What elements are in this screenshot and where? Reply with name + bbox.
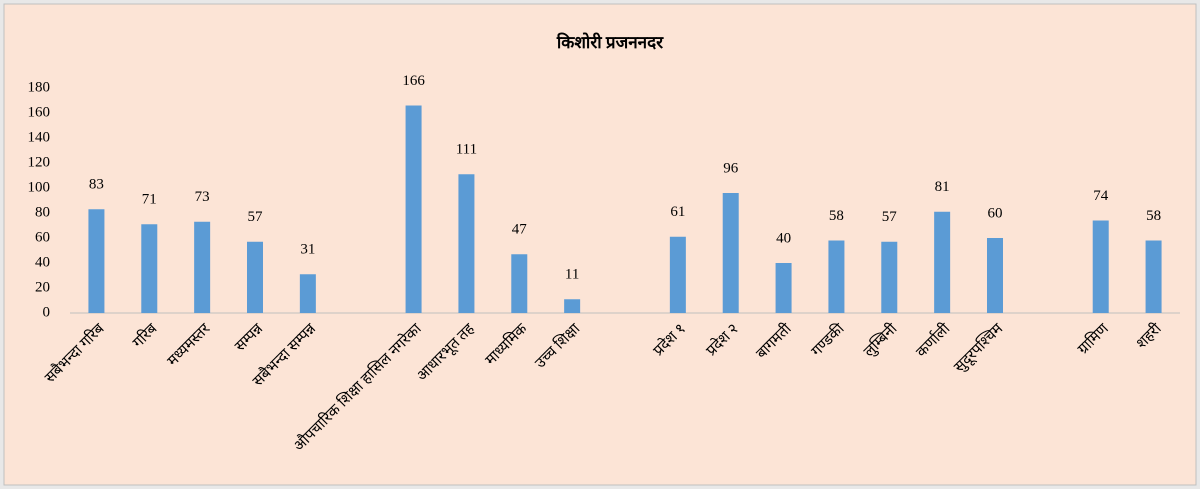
y-tick-label: 40	[35, 254, 50, 270]
y-tick-label: 100	[28, 179, 51, 195]
data-label: 31	[300, 242, 315, 258]
data-label: 83	[89, 177, 104, 193]
bar	[881, 241, 898, 313]
data-label: 40	[776, 230, 791, 246]
data-label: 58	[1146, 208, 1161, 224]
data-label: 71	[142, 192, 157, 208]
y-tick-label: 180	[28, 79, 51, 95]
data-label: 74	[1093, 188, 1109, 204]
y-tick-label: 80	[35, 204, 50, 220]
bar	[987, 238, 1003, 313]
y-tick-label: 60	[35, 229, 50, 245]
data-label: 58	[829, 208, 844, 224]
data-label: 57	[882, 209, 898, 225]
bar	[405, 105, 422, 313]
bar	[669, 236, 686, 313]
y-tick-label: 120	[28, 154, 51, 170]
y-tick-label: 140	[28, 129, 51, 145]
data-label: 111	[456, 142, 477, 158]
bar	[299, 274, 316, 313]
bar	[247, 241, 263, 313]
data-label: 60	[988, 205, 1003, 221]
data-label: 73	[195, 189, 210, 205]
chart-background	[3, 3, 1197, 486]
data-label: 47	[512, 222, 528, 238]
bar	[934, 211, 951, 313]
bar	[88, 209, 105, 313]
bar	[458, 174, 475, 313]
y-tick-label: 20	[35, 279, 50, 295]
data-label: 166	[402, 73, 425, 89]
bar	[511, 254, 528, 313]
bar	[194, 221, 211, 313]
bar	[722, 193, 739, 313]
data-label: 57	[248, 209, 264, 225]
data-label: 81	[935, 179, 950, 195]
bar	[564, 299, 581, 313]
bar	[828, 240, 845, 313]
y-tick-label: 0	[43, 304, 51, 320]
y-tick-label: 160	[28, 104, 51, 120]
bar	[1092, 220, 1109, 313]
chart-title: किशोरी प्रजननदर	[556, 32, 664, 52]
bar	[1145, 240, 1162, 313]
data-label: 96	[723, 160, 739, 176]
data-label: 11	[565, 267, 579, 283]
bar	[141, 224, 158, 313]
data-label: 61	[670, 204, 685, 220]
bar	[775, 263, 792, 313]
